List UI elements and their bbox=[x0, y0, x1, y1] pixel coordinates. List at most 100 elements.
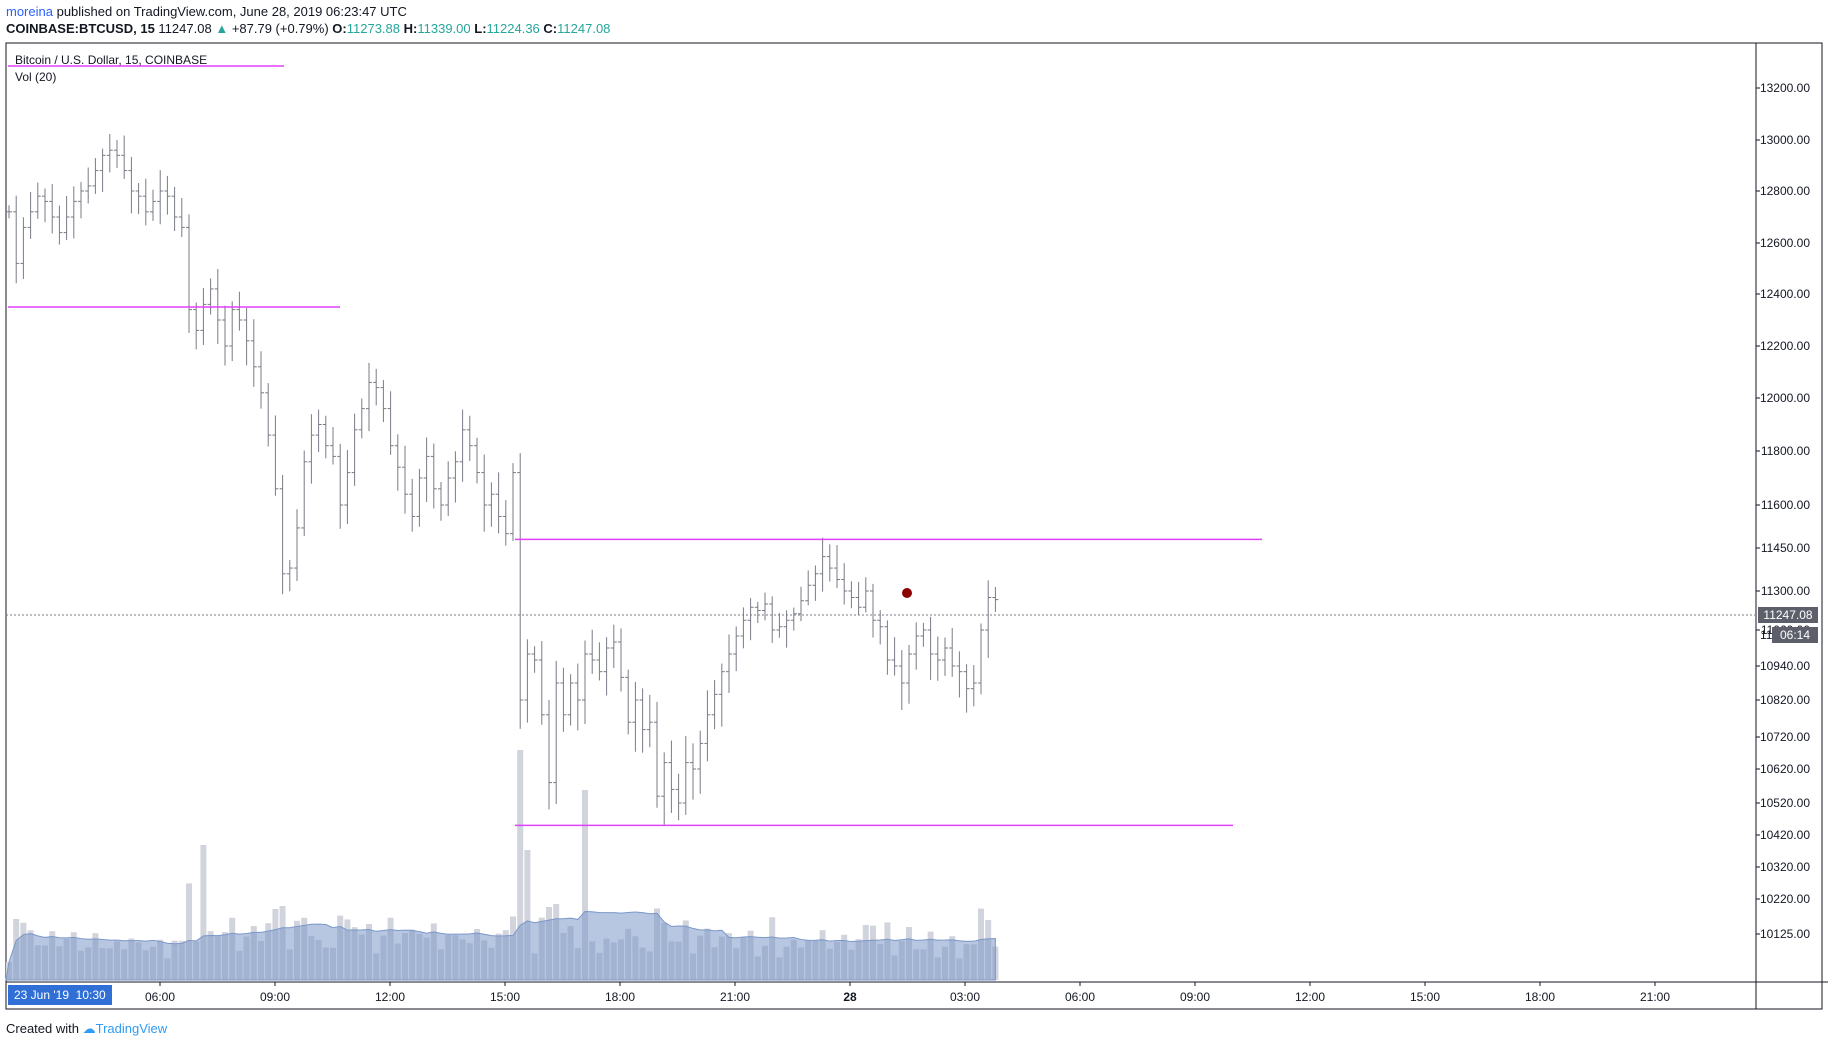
time-tick-label: 03:00 bbox=[950, 990, 980, 1004]
price-tick-label: 11450.00 bbox=[1761, 541, 1810, 555]
high-label: H: bbox=[403, 21, 418, 36]
close-value: 11247.08 bbox=[557, 21, 611, 36]
ohlc-bar bbox=[754, 601, 761, 624]
ohlc-bar bbox=[870, 583, 876, 638]
ohlc-bar bbox=[668, 740, 675, 813]
ohlc-bar bbox=[985, 580, 992, 658]
ohlc-bar bbox=[171, 186, 178, 232]
ohlc-bar bbox=[423, 437, 430, 503]
ohlc-bar bbox=[704, 690, 711, 762]
close-label: C: bbox=[543, 21, 558, 36]
price-tick-label: 10620.00 bbox=[1760, 762, 1810, 776]
ohlc-bar bbox=[855, 582, 862, 616]
ohlc-bar bbox=[812, 565, 819, 601]
ohlc-bar bbox=[409, 478, 416, 532]
ohlc-bar bbox=[481, 454, 488, 532]
ohlc-bar bbox=[322, 415, 329, 459]
price-tick-label: 12600.00 bbox=[1760, 236, 1810, 250]
price-tick-label: 11300.00 bbox=[1761, 584, 1810, 598]
author-link[interactable]: moreina bbox=[6, 4, 53, 19]
time-tick-label: 21:00 bbox=[1640, 990, 1670, 1004]
ohlc-bar bbox=[783, 610, 790, 648]
ohlc-bar bbox=[70, 186, 77, 239]
ohlc-bar bbox=[452, 451, 459, 503]
low-value: 11224.36 bbox=[486, 21, 540, 36]
ohlc-bar bbox=[963, 664, 970, 713]
time-axis-labels[interactable]: 06:00 09:00 12:00 15:00 18:00 21:00 28 03:00 06:… bbox=[145, 982, 1670, 1004]
ohlc-bar bbox=[992, 586, 999, 612]
ohlc-bar bbox=[236, 291, 243, 331]
high-value: 11339.00 bbox=[417, 21, 471, 36]
ohlc-bar bbox=[99, 148, 106, 193]
symbol-label[interactable]: COINBASE:BTCUSD, 15 bbox=[6, 21, 155, 36]
ohlc-bar bbox=[560, 667, 567, 732]
ohlc-bar bbox=[769, 596, 776, 643]
ohlc-bar bbox=[834, 545, 840, 589]
ohlc-bar bbox=[337, 443, 344, 529]
ohlc-bar bbox=[164, 175, 171, 215]
ohlc-line: COINBASE:BTCUSD, 15 11247.08 ▲ +87.79 (+… bbox=[6, 21, 610, 36]
open-label: O: bbox=[332, 21, 347, 36]
time-tick-label: 28 bbox=[843, 990, 857, 1004]
ohlc-bar bbox=[106, 134, 113, 173]
time-tick-label: 15:00 bbox=[490, 990, 520, 1004]
price-tick-label: 10320.00 bbox=[1760, 860, 1810, 874]
ohlc-bar bbox=[286, 560, 293, 592]
ohlc-bar bbox=[279, 475, 286, 595]
ohlc-bar bbox=[625, 669, 632, 735]
ohlc-bar bbox=[567, 674, 574, 726]
ohlc-bar bbox=[927, 616, 934, 680]
ohlc-bar bbox=[128, 156, 135, 214]
volume-bar bbox=[524, 850, 531, 980]
ohlc-bar bbox=[495, 472, 502, 534]
ohlc-bar bbox=[546, 700, 552, 810]
ohlc-bar bbox=[596, 642, 603, 681]
ohlc-bar bbox=[13, 195, 20, 284]
price-tick-label: 11800.00 bbox=[1761, 444, 1810, 458]
legend-volume[interactable]: Vol (20) bbox=[15, 70, 56, 84]
tradingview-link[interactable]: TradingView bbox=[95, 1021, 168, 1036]
ohlc-bar bbox=[682, 735, 689, 815]
price-axis-labels[interactable]: 13200.00 13000.00 12800.00 12600.00 12400.00… bbox=[1756, 81, 1810, 941]
ohlc-bar bbox=[178, 198, 185, 238]
time-tick-label: 12:00 bbox=[375, 990, 405, 1004]
price-tick-label: 10125.00 bbox=[1760, 927, 1810, 941]
legend-title[interactable]: Bitcoin / U.S. Dollar, 15, COINBASE bbox=[15, 53, 207, 67]
ohlc-bar bbox=[639, 688, 646, 753]
horizontal-lines[interactable] bbox=[8, 306, 1262, 827]
ohlc-bar bbox=[762, 592, 768, 621]
ohlc-bar bbox=[798, 586, 804, 622]
ohlc-bar bbox=[92, 158, 99, 194]
countdown-label: 06:14 bbox=[1780, 628, 1810, 642]
volume-bar bbox=[200, 845, 207, 980]
ohlc-bar bbox=[574, 663, 581, 731]
ohlc-bar bbox=[970, 665, 977, 707]
ohlc-bar bbox=[582, 640, 588, 725]
ohlc-bar bbox=[229, 301, 236, 362]
price-tick-label: 10420.00 bbox=[1760, 828, 1810, 842]
ohlc-bar bbox=[906, 645, 912, 704]
ohlc-bar bbox=[114, 140, 120, 169]
time-tick-label: 09:00 bbox=[260, 990, 290, 1004]
time-tick-label: 15:00 bbox=[1410, 990, 1440, 1004]
ohlc-bar bbox=[78, 182, 84, 219]
ohlc-bar bbox=[891, 637, 898, 676]
created-with-footer: Created with ☁TradingView bbox=[6, 1021, 167, 1037]
ohlc-bar bbox=[920, 622, 927, 647]
ohlc-bar bbox=[538, 641, 545, 725]
price-tick-label: 12200.00 bbox=[1760, 339, 1810, 353]
ohlc-bar bbox=[934, 636, 941, 681]
created-with-text: Created with bbox=[6, 1021, 79, 1036]
price-tick-label: 13200.00 bbox=[1760, 81, 1810, 95]
ohlc-bar bbox=[380, 380, 387, 423]
time-tick-label: 09:00 bbox=[1180, 990, 1210, 1004]
ohlc-bar bbox=[42, 188, 48, 223]
ohlc-bar bbox=[315, 409, 322, 453]
ohlc-bar bbox=[330, 427, 336, 465]
ohlc-bar bbox=[402, 445, 408, 514]
chart-frame bbox=[5, 42, 1757, 1010]
ohlc-bar bbox=[603, 637, 610, 696]
alert-marker[interactable] bbox=[902, 588, 912, 598]
ohlc-bar bbox=[186, 214, 192, 333]
